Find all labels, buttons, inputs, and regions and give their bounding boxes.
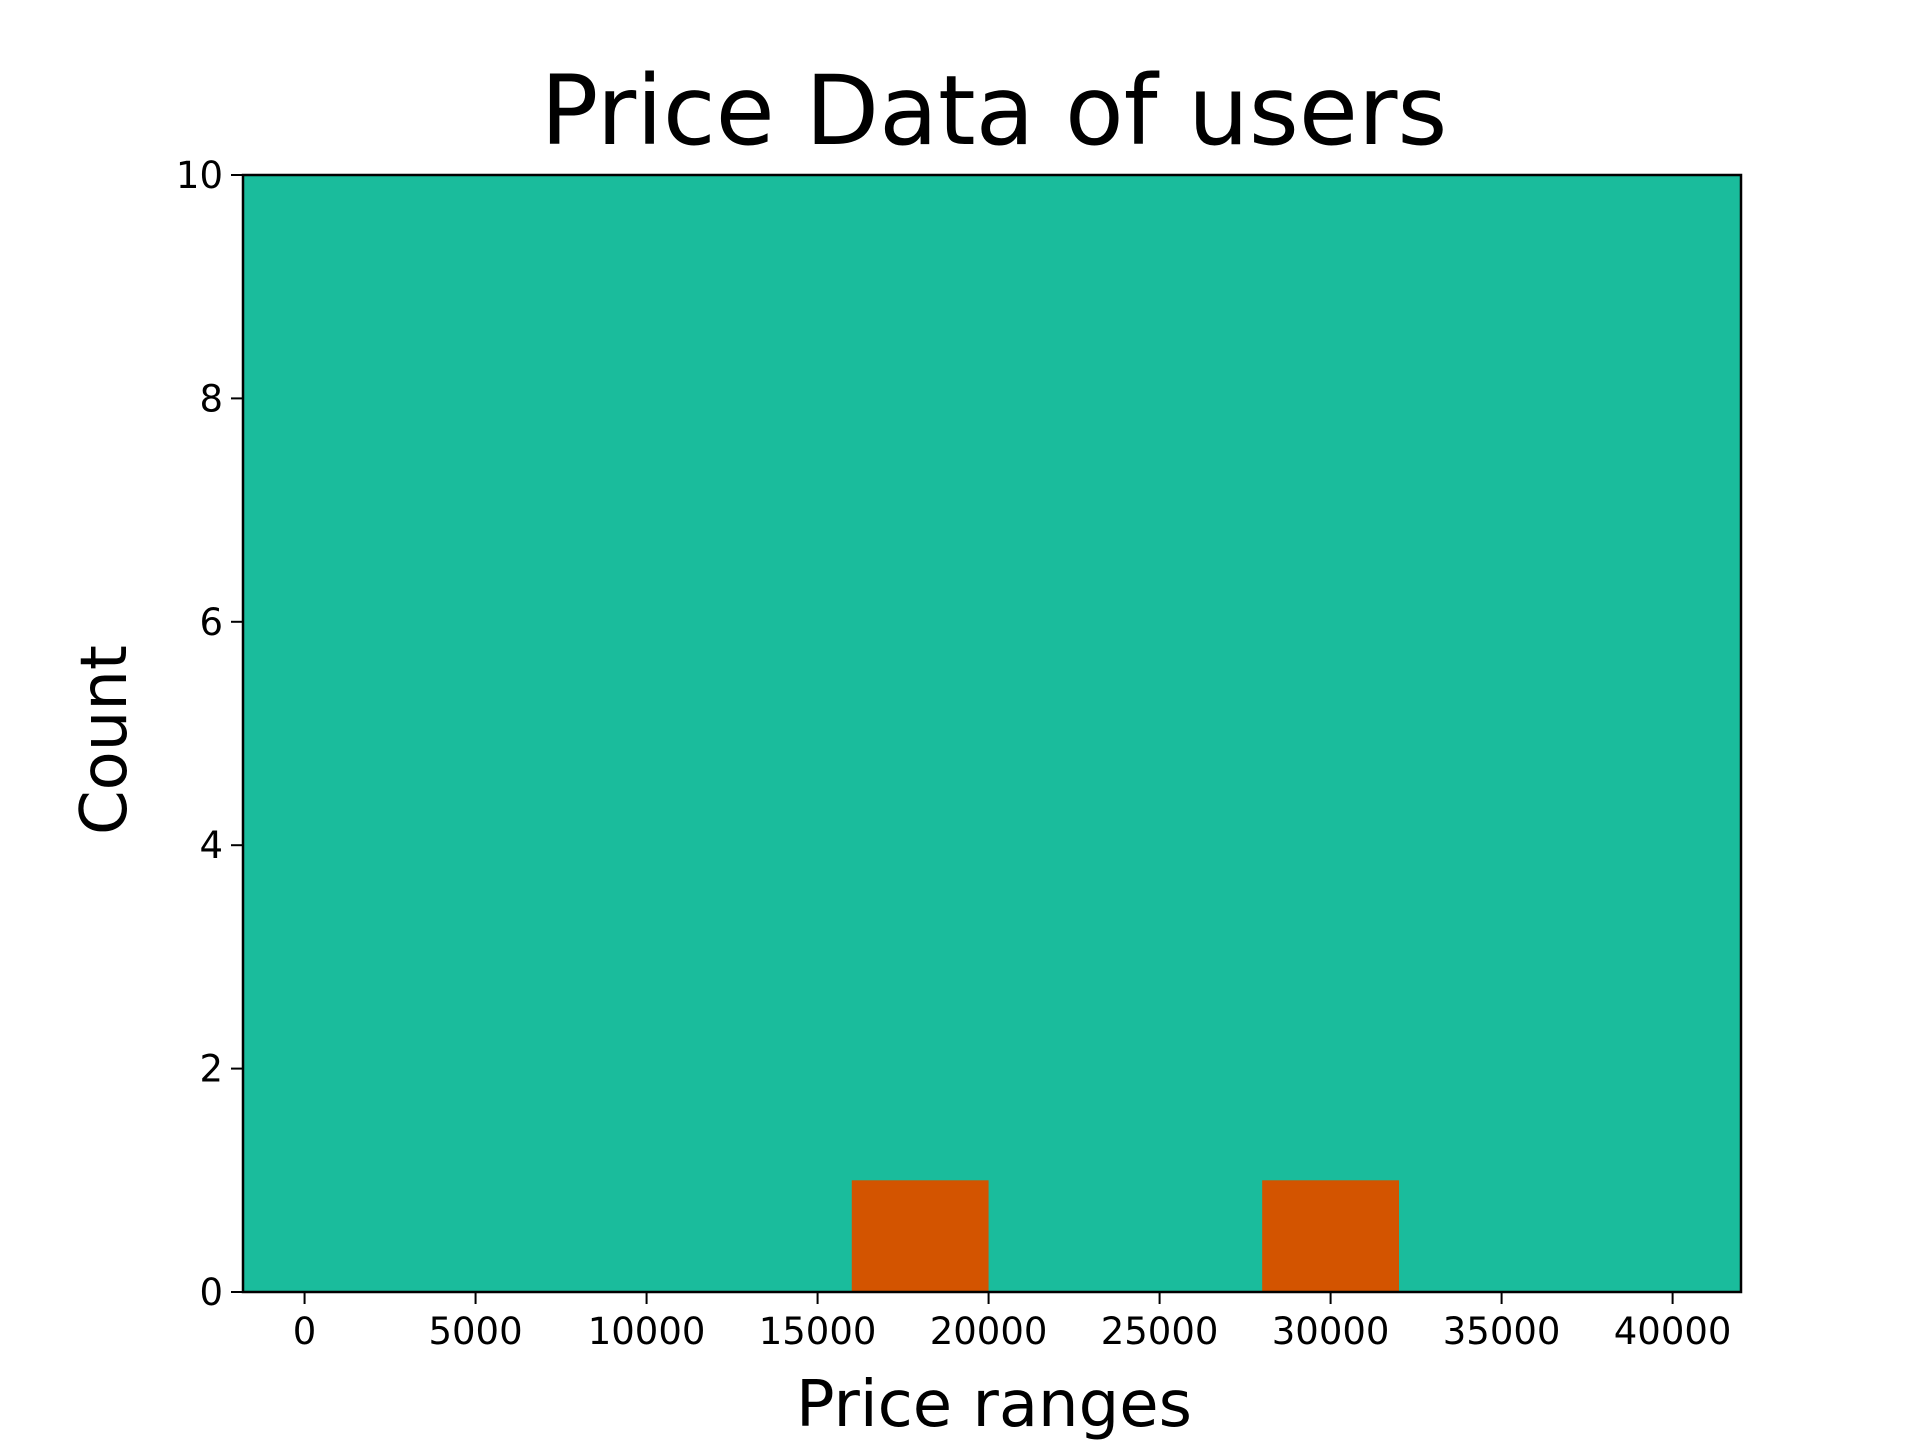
bars-group <box>851 1180 1399 1292</box>
y-tick-label: 10 <box>176 154 223 197</box>
x-tick-label: 30000 <box>1272 1310 1390 1353</box>
x-axis: 0 5000 10000 15000 20000 25000 30000 35000 40000 <box>293 1292 1732 1353</box>
x-tick-label: 0 <box>293 1310 317 1353</box>
chart-title: Price Data of users <box>541 55 1448 167</box>
x-tick-label: 20000 <box>930 1310 1048 1353</box>
x-axis-label: Price ranges <box>796 1368 1192 1440</box>
y-tick-label: 6 <box>199 601 223 644</box>
y-tick-label: 8 <box>199 377 223 420</box>
x-tick-label: 25000 <box>1101 1310 1219 1353</box>
x-tick-label: 35000 <box>1443 1310 1561 1353</box>
plot-area <box>243 175 1741 1292</box>
bar-1 <box>1262 1180 1399 1292</box>
x-tick-label: 10000 <box>588 1310 706 1353</box>
bar-0 <box>851 1180 989 1292</box>
plot-frame <box>241 173 1743 1294</box>
y-tick-label: 4 <box>199 824 223 867</box>
x-tick-label: 15000 <box>759 1310 877 1353</box>
y-axis: 0 2 4 6 8 10 <box>176 154 243 1314</box>
x-tick-label: 5000 <box>428 1310 522 1353</box>
x-tick-label: 40000 <box>1614 1310 1732 1353</box>
y-axis-label: Count <box>68 645 142 835</box>
y-tick-label: 2 <box>199 1048 223 1091</box>
y-tick-label: 0 <box>199 1271 223 1314</box>
